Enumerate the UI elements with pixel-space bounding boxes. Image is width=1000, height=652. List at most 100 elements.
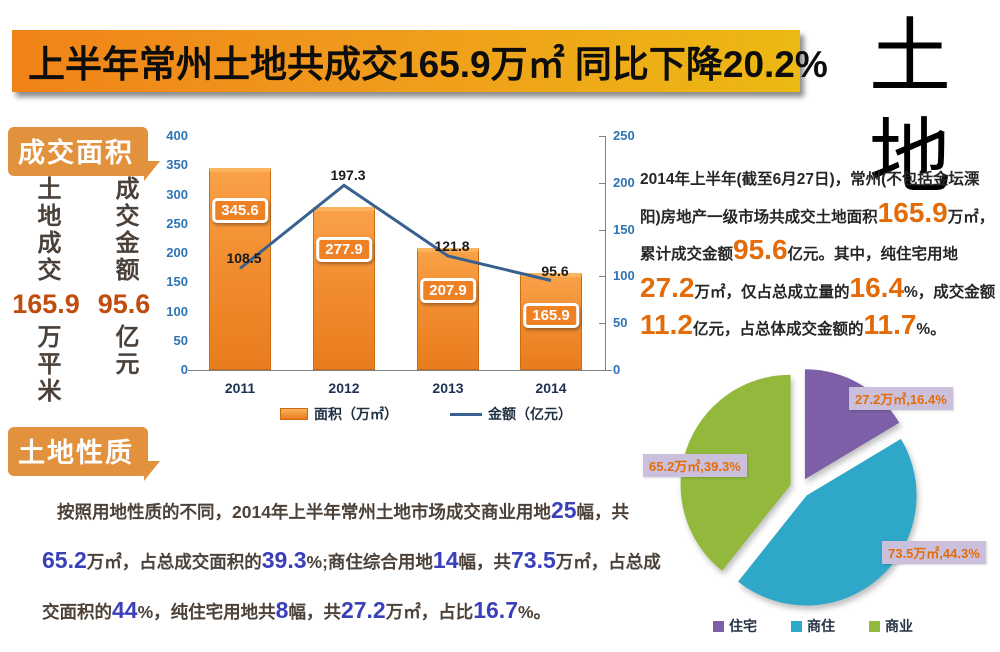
stat-land-area-value: 165.9 bbox=[12, 289, 80, 319]
legend-item-amount: 金额（亿元） bbox=[450, 404, 572, 424]
pie-label-residential: 27.2万㎡,16.4% bbox=[849, 387, 953, 410]
line-value-label: 121.8 bbox=[434, 237, 470, 254]
highlight-number: 65.2 bbox=[42, 547, 87, 573]
highlight-number: 27.2 bbox=[640, 271, 695, 303]
amount-series-swatch-icon bbox=[450, 412, 482, 416]
bar-2011: 345.6 bbox=[209, 167, 271, 370]
stat-deal-amount: 成交金额 95.6 亿元 bbox=[88, 176, 160, 405]
y-axis-label-right: 200 bbox=[613, 174, 635, 190]
y-axis-tick-right bbox=[599, 182, 605, 184]
highlight-number: 25 bbox=[550, 497, 577, 523]
pie-legend-label: 商住 bbox=[807, 618, 835, 634]
line-value-label: 197.3 bbox=[330, 167, 366, 184]
highlight-number: 11.2 bbox=[640, 309, 693, 340]
pie-slice-商住 bbox=[738, 438, 917, 606]
highlight-number: 73.5 bbox=[511, 547, 556, 573]
pie-chart: 27.2万㎡,16.4% 73.5万㎡,44.3% 65.2万㎡,39.3% 住… bbox=[615, 350, 1000, 652]
text-run: 万㎡，占比 bbox=[385, 602, 474, 622]
residential-swatch-icon bbox=[713, 620, 724, 632]
text-run: 幅，共 bbox=[458, 552, 512, 572]
y-axis-label-right: 150 bbox=[613, 221, 635, 237]
stat-land-area-label: 土地成交 bbox=[33, 176, 60, 284]
bar-2014: 165.9 bbox=[520, 272, 582, 370]
line-value-label: 95.6 bbox=[541, 262, 569, 279]
y-axis-label-right: 250 bbox=[613, 128, 635, 143]
stat-land-area: 土地成交 165.9 万平米 bbox=[10, 176, 82, 405]
y-axis-label-left: 400 bbox=[166, 128, 188, 143]
text-run: %;商住综合用地 bbox=[306, 552, 433, 572]
y-axis-label-left: 350 bbox=[166, 157, 188, 173]
y-axis-label-left: 300 bbox=[166, 186, 188, 202]
page-title: 上半年常州土地共成交165.9万㎡ 同比下降20.2% bbox=[28, 44, 828, 85]
combo-bar-line-chart: 0 50 100 150 200 250 300 350 400 0 50 100 150 200 250 3… bbox=[158, 120, 658, 425]
x-axis-label-2012: 2012 bbox=[328, 380, 360, 396]
highlight-number: 165.9 bbox=[877, 196, 948, 228]
y-axis-tick-right bbox=[599, 323, 605, 325]
highlight-number: 27.2 bbox=[340, 597, 386, 623]
commercial-residential-swatch-icon bbox=[791, 620, 802, 632]
text-run: 2014年上半年(截至6月27日)，常州(不包括金坛溧阳)房地产一级市场共成交土… bbox=[640, 171, 980, 226]
pie-legend: 住宅 商住 商业 bbox=[713, 616, 913, 636]
stat-deal-amount-unit: 亿元 bbox=[111, 324, 138, 378]
stat-deal-amount-value: 95.6 bbox=[97, 289, 151, 319]
pie-label-commercial-residential: 73.5万㎡,44.3% bbox=[882, 541, 986, 564]
text-run: 幅，共 bbox=[576, 502, 630, 522]
stat-land-area-unit: 万平米 bbox=[33, 324, 60, 405]
y-axis-tick-right bbox=[599, 276, 605, 278]
pie-legend-label: 商业 bbox=[885, 618, 913, 634]
combo-chart-legend: 面积（万㎡） 金额（亿元） bbox=[280, 404, 572, 424]
x-axis-label-2011: 2011 bbox=[224, 380, 256, 396]
side-title: 土地 bbox=[868, 12, 957, 203]
text-run: %，成交金额 bbox=[904, 283, 996, 301]
text-run: 亿元。其中，纯住宅用地 bbox=[787, 246, 959, 263]
highlight-number: 16.4 bbox=[849, 271, 905, 303]
text-run: 万㎡，占总成交面积的 bbox=[86, 552, 262, 572]
text-run: 亿元，占总体成交金额的 bbox=[692, 321, 864, 338]
bar-value-label: 277.9 bbox=[316, 237, 372, 263]
bar-value-label: 165.9 bbox=[523, 302, 579, 328]
y-axis-label-left: 100 bbox=[166, 303, 188, 319]
bar-2012: 277.9 bbox=[313, 207, 375, 370]
line-value-label: 108.5 bbox=[226, 250, 262, 267]
amount-line bbox=[239, 183, 552, 282]
bar-2013: 207.9 bbox=[417, 248, 479, 370]
text-run: 按照用地性质的不同，2014年上半年常州土地市场成交商业用地 bbox=[57, 502, 551, 522]
text-run: 万㎡，仅占总成立量的 bbox=[694, 283, 850, 301]
bar-value-label: 207.9 bbox=[420, 278, 476, 304]
stat-deal-amount-label: 成交金额 bbox=[111, 176, 138, 284]
pie-legend-item-residential: 住宅 bbox=[713, 616, 757, 636]
text-run: 万㎡，累计成交金额 bbox=[640, 208, 995, 264]
y-axis-label-left: 250 bbox=[166, 215, 188, 231]
y-axis-label-left: 0 bbox=[180, 362, 188, 377]
bar-value-label: 345.6 bbox=[212, 197, 268, 223]
text-run: %，纯住宅用地共 bbox=[137, 602, 276, 622]
x-axis-label-2013: 2013 bbox=[432, 380, 464, 396]
legend-item-area: 面积（万㎡） bbox=[280, 404, 398, 424]
y-axis-label-right: 0 bbox=[613, 362, 621, 377]
badge-deal-area-label: 成交面积 bbox=[18, 138, 134, 168]
badge-land-nature-label: 土地性质 bbox=[18, 438, 134, 468]
legend-label: 金额（亿元） bbox=[488, 406, 572, 422]
x-axis-label-2014: 2014 bbox=[535, 380, 567, 396]
legend-label: 面积（万㎡） bbox=[314, 406, 398, 422]
highlight-number: 44 bbox=[112, 597, 138, 623]
commercial-swatch-icon bbox=[869, 620, 880, 632]
y-axis-label-right: 50 bbox=[613, 315, 628, 331]
x-axis-line bbox=[188, 370, 612, 371]
pie-legend-item-commercial-residential: 商住 bbox=[791, 616, 835, 636]
y-axis-label-left: 150 bbox=[166, 274, 188, 290]
y-axis-label-right: 100 bbox=[613, 268, 635, 284]
summary-right-paragraph: 2014年上半年(截至6月27日)，常州(不包括金坛溧阳)房地产一级市场共成交土… bbox=[640, 162, 998, 349]
highlight-number: 95.6 bbox=[733, 234, 788, 265]
highlight-number: 39.3 bbox=[261, 547, 307, 573]
summary-bottom-paragraph: 按照用地性质的不同，2014年上半年常州土地市场成交商业用地25幅，共65.2万… bbox=[42, 487, 664, 637]
text-run: 幅，共 bbox=[288, 602, 341, 622]
badge-deal-area: 成交面积 bbox=[8, 127, 160, 181]
highlight-number: 14 bbox=[432, 547, 459, 573]
y-axis-label-left: 50 bbox=[173, 332, 188, 348]
text-run: %。 bbox=[517, 602, 552, 622]
y-axis-tick-right bbox=[599, 229, 605, 231]
badge-land-nature: 土地性质 bbox=[8, 427, 160, 481]
stat-columns: 土地成交 165.9 万平米 成交金额 95.6 亿元 bbox=[10, 176, 160, 405]
